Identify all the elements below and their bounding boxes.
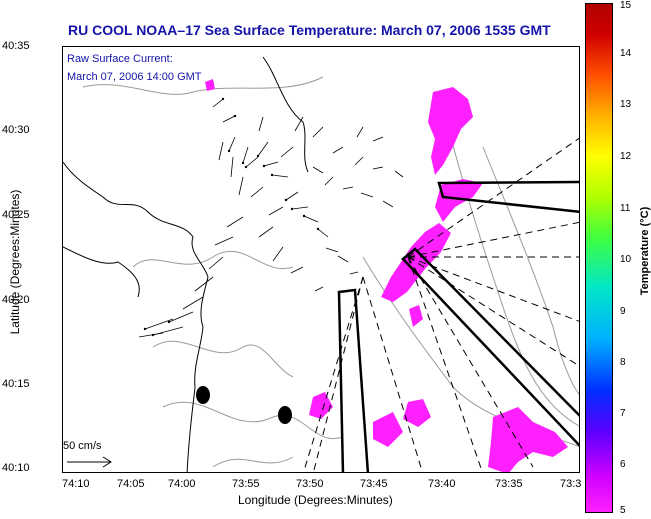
sst-map-svg xyxy=(63,56,579,472)
x-tick-label: 74:10 xyxy=(62,478,90,490)
x-tick-label: 73:50 xyxy=(296,478,324,490)
scale-arrow xyxy=(67,456,112,468)
y-axis-title: Latitude (Degrees:Minutes) xyxy=(8,189,22,335)
station-markers xyxy=(196,386,292,424)
radar-range-lines xyxy=(303,137,579,472)
sst-patches xyxy=(205,79,568,472)
radar-boxes xyxy=(337,180,579,472)
x-tick-label: 73:45 xyxy=(360,478,388,490)
current-label: Raw Surface Current: xyxy=(67,53,173,65)
y-tick-label: 40:15 xyxy=(2,378,30,390)
colorbar-tick: 14 xyxy=(620,48,632,59)
scale-label: 50 cm/s xyxy=(63,440,102,452)
current-vectors xyxy=(138,98,404,338)
map-plot-area[interactable]: Raw Surface Current: March 07, 2006 14:0… xyxy=(62,46,580,473)
map-title: RU COOL NOAA–17 Sea Surface Temperature:… xyxy=(68,22,551,38)
x-tick-label: 73:55 xyxy=(232,478,260,490)
x-tick-label: 74:05 xyxy=(117,478,145,490)
x-axis-title: Longitude (Degrees:Minutes) xyxy=(238,493,393,507)
colorbar-tick: 12 xyxy=(620,151,632,162)
colorbar-tick: 5 xyxy=(620,505,626,516)
colorbar-tick: 6 xyxy=(620,459,626,470)
colorbar-tick: 7 xyxy=(620,408,626,419)
y-tick-label: 40:20 xyxy=(2,294,30,306)
x-tick-label: 73:35 xyxy=(495,478,523,490)
colorbar-tick: 15 xyxy=(620,0,632,11)
x-tick-label: 74:00 xyxy=(168,478,196,490)
colorbar-tick: 11 xyxy=(620,203,631,214)
bathymetry-contours xyxy=(82,76,579,468)
x-tick-label: 73:3 xyxy=(560,478,582,490)
y-tick-label: 40:10 xyxy=(2,462,30,474)
colorbar-tick: 8 xyxy=(620,357,626,368)
colorbar-tick: 9 xyxy=(620,306,626,317)
temperature-colorbar xyxy=(585,3,613,513)
colorbar-tick: 10 xyxy=(620,254,632,265)
x-tick-label: 73:40 xyxy=(428,478,456,490)
colorbar-tick: 13 xyxy=(620,99,632,110)
y-tick-label: 40:35 xyxy=(2,40,30,52)
colorbar-title: Temperature (°C) xyxy=(639,206,651,296)
y-tick-label: 40:30 xyxy=(2,124,30,136)
coastline xyxy=(63,56,309,472)
y-tick-label: 40:25 xyxy=(2,209,30,221)
vector-arrowheads xyxy=(143,97,320,337)
current-timestamp: March 07, 2006 14:00 GMT xyxy=(67,71,202,83)
